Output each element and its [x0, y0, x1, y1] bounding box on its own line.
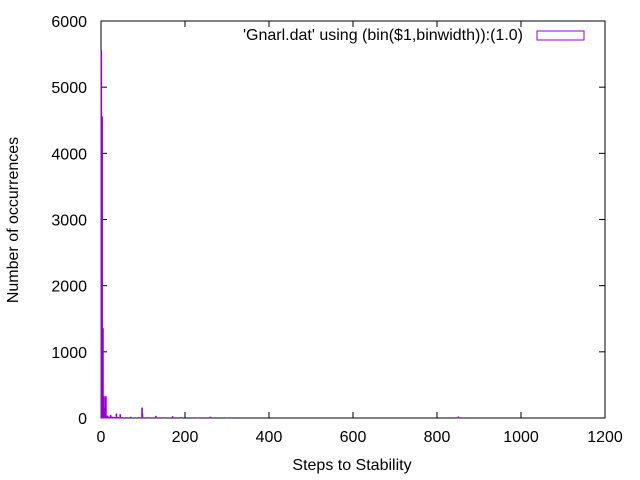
histogram-bar	[105, 396, 107, 419]
legend-swatch	[536, 30, 585, 41]
histogram-bar	[121, 416, 124, 419]
histogram-bar	[209, 416, 212, 419]
plot-frame	[100, 20, 606, 419]
histogram-bar	[112, 416, 114, 419]
y-axis-label: Number of occurrences	[5, 137, 22, 303]
histogram-bar	[171, 416, 174, 419]
histogram-bar	[155, 415, 157, 419]
x-axis-ticks: 0 200 400 600 800 1000 1200	[97, 21, 623, 446]
y-tick-label: 0	[78, 411, 87, 428]
x-tick-label: 200	[172, 429, 199, 446]
x-tick-label: 600	[340, 429, 367, 446]
x-tick-label: 400	[256, 429, 283, 446]
x-tick-label: 1200	[587, 429, 623, 446]
histogram-bar	[117, 416, 119, 419]
histogram-bar	[457, 416, 460, 419]
histogram-bar	[109, 414, 112, 419]
x-axis-label: Steps to Stability	[292, 457, 411, 474]
histogram-bar	[141, 413, 144, 419]
x-tick-label: 1000	[503, 429, 539, 446]
x-tick-label: 0	[97, 429, 106, 446]
histogram-bar	[113, 416, 116, 419]
y-tick-label: 6000	[51, 14, 87, 31]
y-tick-label: 5000	[51, 80, 87, 97]
histogram-bar	[111, 416, 113, 419]
legend-label: 'Gnarl.dat' using (bin($1,binwidth)):(1.…	[243, 27, 523, 44]
legend: 'Gnarl.dat' using (bin($1,binwidth)):(1.…	[243, 27, 585, 44]
y-tick-label: 2000	[51, 279, 87, 296]
y-tick-label: 1000	[51, 345, 87, 362]
y-tick-label: 4000	[51, 146, 87, 163]
plot-border	[100, 20, 606, 419]
histogram-bars	[100, 50, 460, 419]
histogram-bar	[129, 416, 132, 419]
y-axis-ticks: 0 1000 2000 3000 4000 5000 6000	[51, 14, 605, 428]
y-tick-label: 3000	[51, 213, 87, 230]
x-tick-label: 800	[424, 429, 451, 446]
histogram-bar	[115, 413, 118, 419]
histogram-bar	[119, 414, 122, 419]
